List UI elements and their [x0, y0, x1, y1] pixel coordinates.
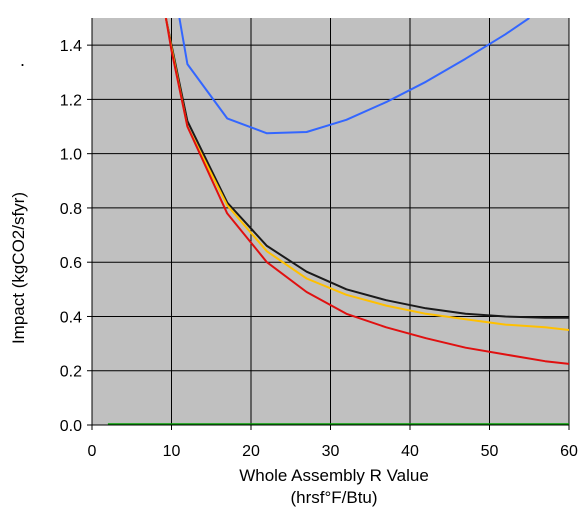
x-tick-label: 40 — [401, 443, 419, 460]
axes — [87, 18, 570, 430]
series-layer — [107, 18, 569, 425]
stray-mark: . — [20, 50, 25, 70]
x-tick-label: 10 — [163, 443, 181, 460]
series-line-4 — [178, 18, 530, 135]
x-axis-title-line1: Whole Assembly R Value — [239, 466, 429, 485]
series-line-3 — [164, 18, 569, 365]
y-tick-label: 1.2 — [60, 92, 82, 109]
x-axis-title-line2: (hrsf°F/Btu) — [290, 488, 377, 507]
tick-labels: 0.0 0.2 0.4 0.6 0.8 1.0 1.2 1.4 0 10 20 30 40 50 60 — [60, 38, 578, 460]
x-tick-label: 30 — [322, 443, 340, 460]
x-tick-label: 20 — [242, 443, 260, 460]
y-axis-title: Impact (kgCO2/sfyr) — [9, 192, 28, 344]
x-tick-label: 0 — [88, 443, 97, 460]
series-line-1 — [164, 18, 569, 319]
y-tick-label: 0.0 — [60, 418, 82, 435]
y-tick-label: 1.0 — [60, 147, 82, 164]
y-tick-label: 1.4 — [60, 38, 82, 55]
x-tick-label: 60 — [560, 443, 578, 460]
y-tick-label: 0.4 — [60, 309, 82, 326]
y-tick-label: 0.2 — [60, 364, 82, 381]
x-tick-label: 50 — [481, 443, 499, 460]
y-tick-label: 0.6 — [60, 255, 82, 272]
y-tick-label: 0.8 — [60, 201, 82, 218]
